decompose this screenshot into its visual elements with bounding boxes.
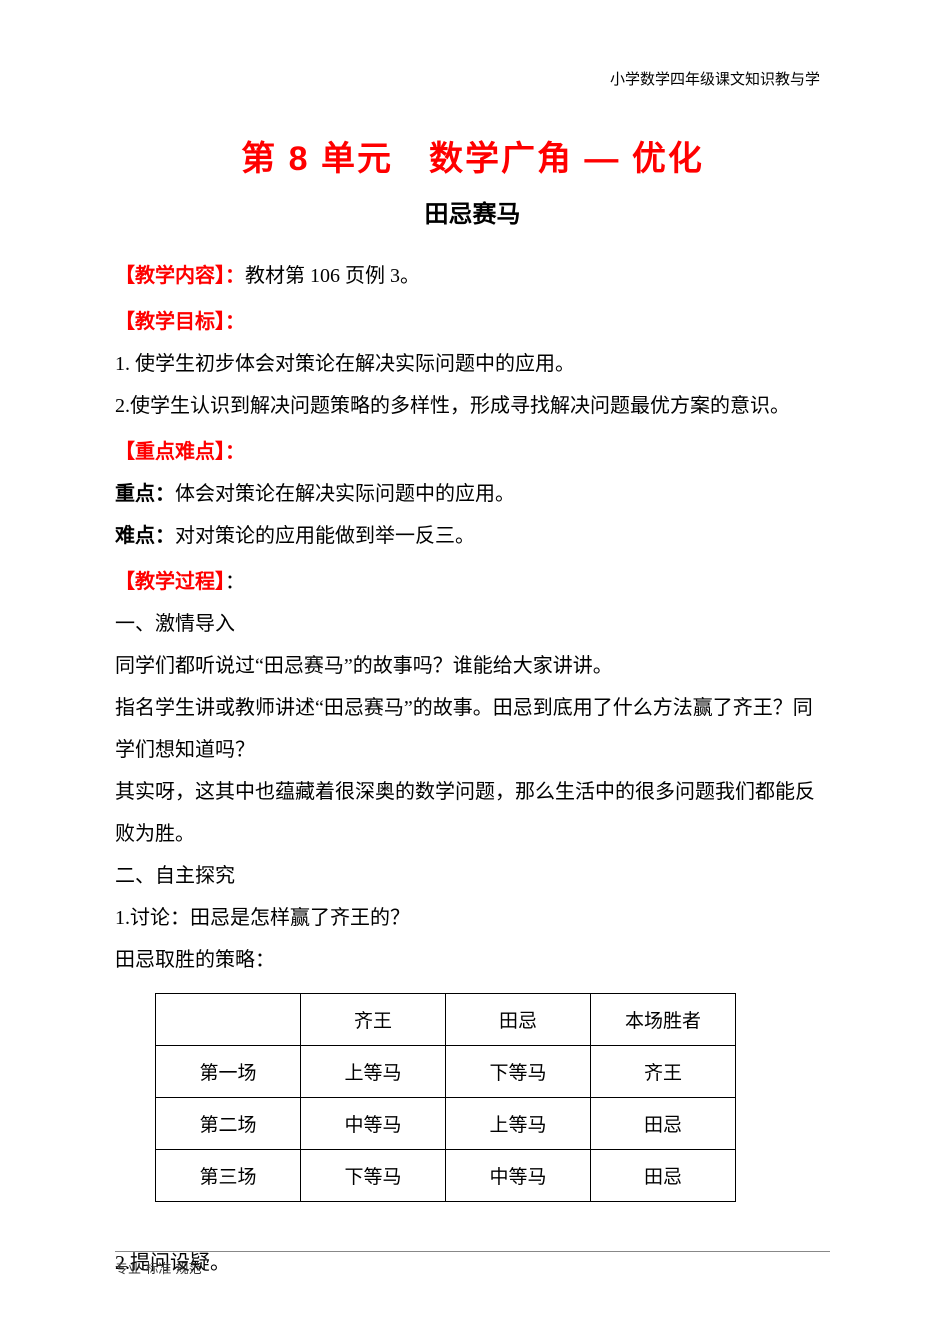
content-text: 教材第 106 页例 3。 <box>245 265 420 287</box>
page-footer: 专业·标准·规范 <box>115 1251 830 1277</box>
objective-item-1: 1. 使学生初步体会对策论在解决实际问题中的应用。 <box>115 343 830 385</box>
document-page: 小学数学四年级课文知识教与学 第 8 单元 数学广角 — 优化 田忌赛马 【教学… <box>0 0 945 1324</box>
table-cell: 下等马 <box>446 1046 591 1098</box>
difficulty-bold: 难点： <box>115 525 175 547</box>
table-cell: 上等马 <box>301 1046 446 1098</box>
unit-title: 第 8 单元 数学广角 — 优化 <box>115 131 830 180</box>
objective-item-2: 2.使学生认识到解决问题策略的多样性，形成寻找解决问题最优方案的意识。 <box>115 385 830 427</box>
table-row: 第三场 下等马 中等马 田忌 <box>156 1150 736 1202</box>
table-cell: 上等马 <box>446 1098 591 1150</box>
process-colon: ： <box>225 571 245 593</box>
table-cell: 田忌 <box>446 994 591 1046</box>
keypoint-text: 体会对策论在解决实际问题中的应用。 <box>175 483 515 505</box>
process-block: 【教学过程】： 一、激情导入 同学们都听说过“田忌赛马”的故事吗？谁能给大家讲讲… <box>115 561 830 981</box>
process-line-7: 田忌取胜的策略： <box>115 939 830 981</box>
process-line-6: 1.讨论：田忌是怎样赢了齐王的？ <box>115 897 830 939</box>
keypoint-bold: 重点： <box>115 483 175 505</box>
teaching-objective-block: 【教学目标】： 1. 使学生初步体会对策论在解决实际问题中的应用。 2.使学生认… <box>115 301 830 427</box>
objective-label: 【教学目标】： <box>115 311 245 333</box>
process-line-1: 一、激情导入 <box>115 603 830 645</box>
table-cell: 下等马 <box>301 1150 446 1202</box>
process-line-3: 指名学生讲或教师讲述“田忌赛马”的故事。田忌到底用了什么方法赢了齐王？同学们想知… <box>115 687 830 771</box>
difficulty-text: 对对策论的应用能做到举一反三。 <box>175 525 475 547</box>
table-header-row: 齐王 田忌 本场胜者 <box>156 994 736 1046</box>
teaching-content-block: 【教学内容】：教材第 106 页例 3。 <box>115 255 830 297</box>
keypoint-label: 【重点难点】： <box>115 441 245 463</box>
table-cell: 中等马 <box>446 1150 591 1202</box>
process-label: 【教学过程】 <box>115 571 225 593</box>
table-cell: 第二场 <box>156 1098 301 1150</box>
header-text: 小学数学四年级课文知识教与学 <box>115 68 830 89</box>
table-cell: 第三场 <box>156 1150 301 1202</box>
table-cell: 第一场 <box>156 1046 301 1098</box>
table-cell <box>156 994 301 1046</box>
strategy-table: 齐王 田忌 本场胜者 第一场 上等马 下等马 齐王 第二场 中等马 上等马 田忌… <box>155 993 736 1202</box>
keypoint-block: 【重点难点】： 重点：体会对策论在解决实际问题中的应用。 难点：对对策论的应用能… <box>115 431 830 557</box>
table-cell: 中等马 <box>301 1098 446 1150</box>
footer-divider <box>115 1251 830 1252</box>
table-cell: 本场胜者 <box>591 994 736 1046</box>
table-cell: 田忌 <box>591 1098 736 1150</box>
process-line-5: 二、自主探究 <box>115 855 830 897</box>
content-label: 【教学内容】： <box>115 265 245 287</box>
subtitle: 田忌赛马 <box>115 194 830 229</box>
table-row: 第二场 中等马 上等马 田忌 <box>156 1098 736 1150</box>
table-cell: 田忌 <box>591 1150 736 1202</box>
process-line-2: 同学们都听说过“田忌赛马”的故事吗？谁能给大家讲讲。 <box>115 645 830 687</box>
process-line-4: 其实呀，这其中也蕴藏着很深奥的数学问题，那么生活中的很多问题我们都能反败为胜。 <box>115 771 830 855</box>
table-cell: 齐王 <box>591 1046 736 1098</box>
footer-text: 专业·标准·规范 <box>115 1258 830 1277</box>
table-cell: 齐王 <box>301 994 446 1046</box>
table-row: 第一场 上等马 下等马 齐王 <box>156 1046 736 1098</box>
strategy-table-container: 齐王 田忌 本场胜者 第一场 上等马 下等马 齐王 第二场 中等马 上等马 田忌… <box>155 993 830 1202</box>
